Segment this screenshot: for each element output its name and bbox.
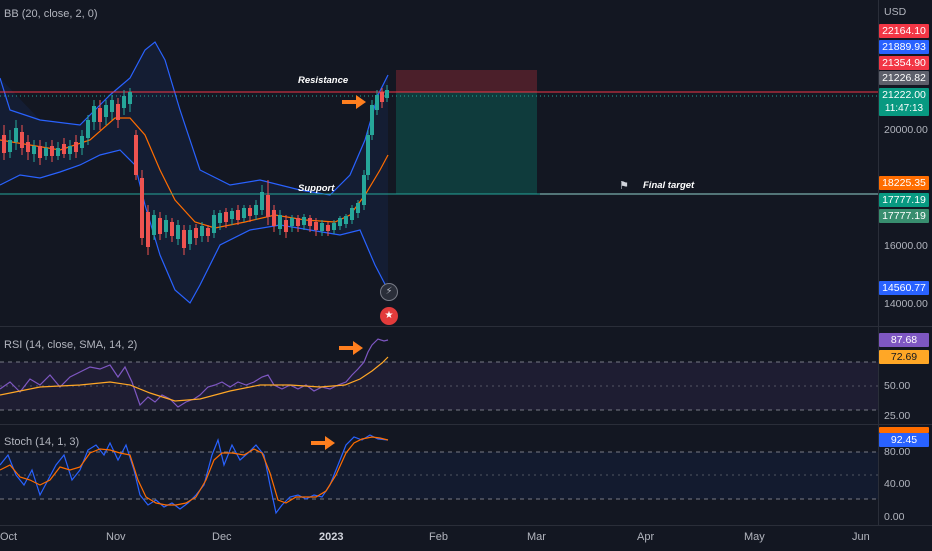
rsi-line: [0, 338, 389, 408]
rsi-pane[interactable]: RSI (14, close, SMA, 14, 2): [0, 327, 878, 424]
bb-lower-line: [0, 149, 389, 304]
rsi-ma-line: [0, 356, 389, 402]
time-label-dec: Dec: [212, 531, 232, 543]
stoch-svg: [0, 434, 878, 515]
support-tag-a: 17777.19: [879, 193, 929, 207]
time-label-2023: 2023: [319, 531, 344, 543]
price-tick-20000: 20000.00: [884, 124, 928, 136]
time-label-oct: Oct: [0, 531, 18, 543]
time-label-mar: Mar: [527, 531, 546, 543]
stop-loss-zone: [396, 70, 537, 92]
resistance-annotation[interactable]: Resistance: [298, 75, 349, 86]
rsi-tick-50: 50.00: [884, 380, 911, 392]
arrow-right-icon-rsi: [339, 341, 363, 355]
close-tag: 21226.82: [879, 71, 929, 85]
rsi-indicator-label[interactable]: RSI (14, close, SMA, 14, 2): [4, 339, 138, 351]
arrow-right-icon-stoch: [311, 436, 335, 450]
time-label-nov: Nov: [106, 531, 126, 543]
stoch-k-tag: 92.45: [879, 433, 929, 447]
support-annotation[interactable]: Support: [298, 183, 335, 194]
take-profit-zone: [396, 92, 537, 194]
pane-divider[interactable]: [0, 326, 932, 327]
rsi-value-tag: 87.68: [879, 333, 929, 347]
last-price-tag: 21222.00 11:47:13: [879, 88, 929, 116]
candlesticks: [2, 85, 389, 255]
price-chart-svg: [0, 41, 878, 304]
final-target-annotation[interactable]: Final target: [643, 180, 695, 191]
stoch-indicator-label[interactable]: Stoch (14, 1, 3): [4, 436, 80, 448]
stoch-pane[interactable]: Stoch (14, 1, 3): [0, 425, 878, 525]
price-axis[interactable]: [878, 0, 932, 525]
currency-label[interactable]: USD: [884, 6, 907, 18]
time-axis[interactable]: [0, 525, 932, 551]
price-tick-16000: 16000.00: [884, 240, 928, 252]
bb-upper-line: [0, 41, 389, 196]
bar-countdown: 11:47:13: [884, 103, 924, 114]
price-chart-pane[interactable]: BB (20, close, 2, 0) Resistance Support …: [0, 0, 878, 326]
price-tick-14000: 14000.00: [884, 298, 928, 310]
pane-divider-2[interactable]: [0, 424, 932, 425]
time-label-jun: Jun: [852, 531, 870, 543]
bb-upper-tag: 22164.10: [879, 24, 929, 38]
stoch-tick-80: 80.00: [884, 446, 911, 458]
support-tag-b: 17777.19: [879, 209, 929, 223]
bb-lower-tag: 14560.77: [879, 281, 929, 295]
lightning-icon[interactable]: ⚡: [380, 283, 398, 301]
high-tag: 21889.93: [879, 40, 929, 54]
rsi-ma-tag: 72.69: [879, 350, 929, 364]
rsi-tick-25: 25.00: [884, 410, 911, 422]
stoch-tick-40: 40.00: [884, 478, 911, 490]
time-label-may: May: [744, 531, 765, 543]
bb-band-fill: [0, 42, 388, 303]
stoch-d-tag: [879, 427, 929, 433]
flag-icon: ⚑: [619, 180, 629, 192]
us-flag-event-icon[interactable]: ★: [380, 307, 398, 325]
time-label-feb: Feb: [429, 531, 448, 543]
bb-indicator-label[interactable]: BB (20, close, 2, 0): [4, 8, 98, 20]
time-label-apr: Apr: [637, 531, 655, 543]
last-price-value: 21222.00: [882, 89, 926, 101]
stoch-k-line: [0, 434, 389, 515]
rsi-svg: [0, 338, 878, 411]
stoch-tick-0: 0.00: [884, 511, 905, 523]
target-tag: 18225.35: [879, 176, 929, 190]
stoch-d-line: [0, 436, 389, 506]
arrow-right-icon: [342, 95, 366, 109]
basis-tag: 21354.90: [879, 56, 929, 70]
